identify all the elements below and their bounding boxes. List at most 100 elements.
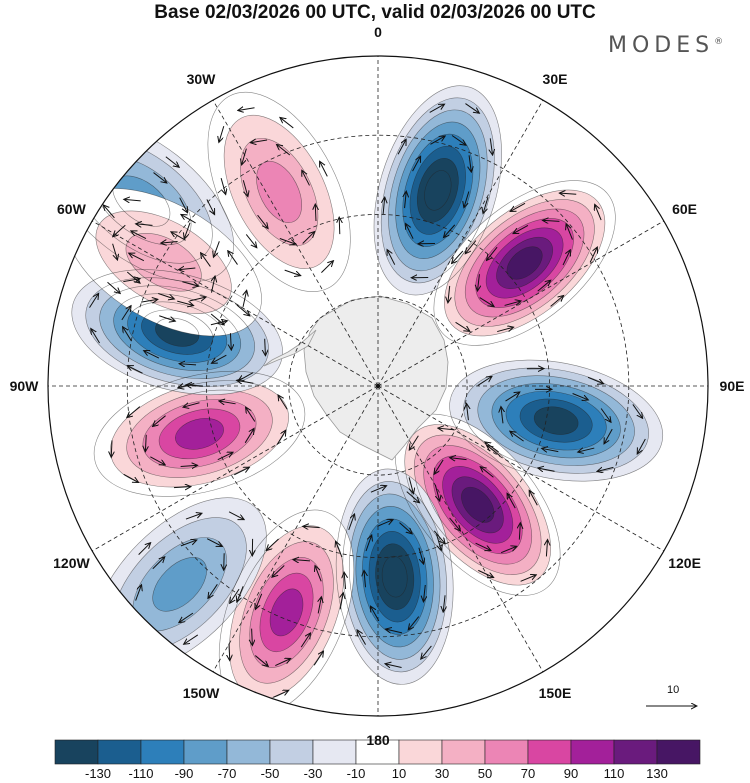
wind-arrow — [370, 486, 386, 493]
wind-arrow — [377, 520, 392, 527]
contour-line — [533, 406, 579, 435]
wind-arrow — [185, 514, 201, 520]
wind-arrow — [511, 432, 524, 442]
wind-arrow — [219, 126, 225, 141]
colorbar-swatch — [484, 739, 529, 765]
meridian-line — [212, 385, 379, 672]
anomaly-level — [424, 170, 452, 211]
wind-arrow — [348, 515, 354, 531]
wind-arrow — [228, 511, 243, 519]
wind-arrow — [315, 566, 322, 582]
wind-arrow — [242, 148, 247, 164]
wind-arrow — [336, 542, 343, 558]
wind-arrow — [514, 224, 529, 233]
wind-arrow — [436, 534, 442, 549]
wind-arrow — [410, 435, 419, 450]
wind-arrow — [469, 155, 471, 171]
colorbar-swatch — [398, 739, 443, 765]
contour-line — [454, 199, 595, 327]
wind-arrow — [481, 467, 494, 478]
anomaly-level — [506, 246, 543, 280]
contour-line — [449, 359, 664, 482]
wind-arrow — [128, 406, 141, 417]
meridian-line — [92, 385, 379, 552]
colorbar-tick-label: 30 — [434, 766, 450, 781]
wind-arrow — [243, 291, 246, 307]
contour-line — [239, 541, 334, 684]
wind-arrow — [475, 542, 490, 550]
wind-arrow — [408, 477, 413, 492]
wind-arrow — [497, 327, 512, 333]
colorbar-tick-label: -70 — [217, 766, 237, 781]
wind-arrow — [135, 586, 142, 601]
contour-line — [444, 189, 606, 337]
longitude-label: 60E — [672, 201, 698, 217]
wind-arrow — [399, 522, 411, 534]
anomaly-level — [270, 588, 303, 636]
wind-arrow — [572, 393, 588, 400]
wind-arrow — [587, 376, 603, 383]
contour-line — [506, 246, 543, 280]
wind-arrow — [429, 105, 444, 113]
colorbar-tick-label: -10 — [346, 766, 366, 781]
wind-arrow — [383, 198, 385, 215]
wind-arrow — [632, 404, 642, 417]
wind-arrow — [184, 634, 199, 644]
colorbar-swatch — [656, 739, 701, 765]
wind-arrow — [579, 448, 595, 452]
contour-line — [461, 486, 495, 523]
contour-line — [519, 398, 593, 443]
wind-arrow — [519, 524, 520, 540]
colorbar-swatch — [613, 739, 658, 765]
wind-arrow — [257, 214, 268, 228]
contour-line — [126, 389, 273, 478]
wind-arrow — [386, 664, 402, 667]
wind-arrow — [89, 294, 99, 308]
wind-arrow — [543, 220, 560, 221]
wind-arrow — [107, 281, 120, 293]
wind-arrow — [265, 338, 266, 355]
wind-arrow — [501, 407, 503, 424]
colorbar-swatch — [54, 739, 99, 765]
wind-arrow — [239, 372, 254, 381]
wind-arrow — [365, 536, 371, 552]
wind-arrow — [230, 333, 231, 349]
meridian-line — [377, 100, 544, 387]
wind-arrow — [177, 300, 192, 305]
wind-arrow — [304, 526, 320, 527]
wind-arrow — [123, 328, 132, 342]
colorbar-swatch — [355, 739, 400, 765]
wind-arrow — [239, 108, 255, 111]
wind-arrow — [125, 199, 141, 200]
contour-line — [413, 434, 542, 575]
contour-line — [442, 465, 514, 544]
latitude-circle — [126, 134, 630, 638]
wind-arrow — [153, 172, 167, 183]
wind-arrow — [244, 429, 253, 444]
wind-arrow — [141, 300, 157, 303]
wind-arrow — [245, 234, 256, 247]
wind-arrow — [444, 224, 456, 237]
contour-line — [496, 236, 553, 289]
contour-line — [464, 208, 585, 318]
contour-line — [423, 445, 533, 565]
contour-line — [416, 157, 459, 223]
wind-arrow — [483, 197, 489, 212]
contour-line — [368, 530, 421, 623]
colorbar-tick-label: 70 — [520, 766, 536, 781]
wind-arrow — [478, 569, 493, 577]
wind-arrow — [487, 246, 498, 259]
colorbar-swatch — [226, 739, 271, 765]
wind-arrow — [406, 224, 414, 239]
wind-arrow — [321, 261, 332, 273]
colorbar-tick-label: 50 — [477, 766, 493, 781]
contour-line — [395, 121, 481, 259]
wind-arrow — [104, 206, 115, 219]
longitude-label: 150E — [538, 684, 572, 701]
wind-arrow — [397, 140, 406, 155]
reference-vector-label: 10 — [667, 684, 680, 696]
wind-arrow — [126, 271, 139, 283]
anomaly-level — [534, 406, 579, 435]
wind-arrow — [228, 251, 238, 265]
